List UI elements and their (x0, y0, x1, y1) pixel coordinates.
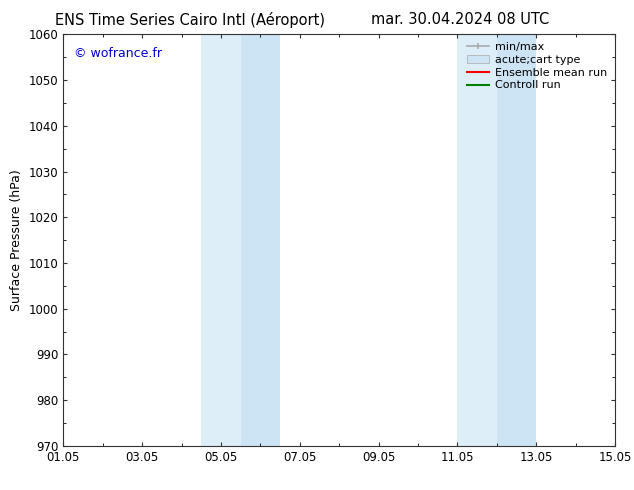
Bar (241, 34, 280, 446)
Bar (457, 34, 497, 446)
Text: ENS Time Series Cairo Intl (Aéroport): ENS Time Series Cairo Intl (Aéroport) (55, 12, 325, 28)
Text: © wofrance.fr: © wofrance.fr (74, 47, 162, 60)
Y-axis label: Surface Pressure (hPa): Surface Pressure (hPa) (10, 169, 23, 311)
Bar (497, 34, 536, 446)
Text: mar. 30.04.2024 08 UTC: mar. 30.04.2024 08 UTC (370, 12, 549, 27)
Legend: min/max, acute;cart type, Ensemble mean run, Controll run: min/max, acute;cart type, Ensemble mean … (465, 40, 609, 93)
Bar (202, 34, 241, 446)
